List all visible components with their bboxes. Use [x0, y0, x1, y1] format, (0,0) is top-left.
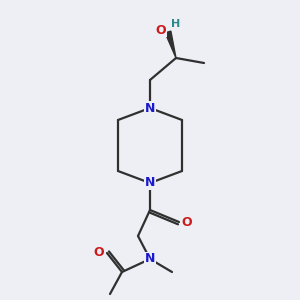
Text: N: N — [145, 253, 155, 266]
Text: N: N — [145, 176, 155, 190]
Text: H: H — [171, 19, 181, 29]
Text: O: O — [94, 247, 104, 260]
Text: O: O — [182, 215, 192, 229]
Text: N: N — [145, 101, 155, 115]
Polygon shape — [165, 31, 176, 58]
Text: O: O — [156, 23, 166, 37]
